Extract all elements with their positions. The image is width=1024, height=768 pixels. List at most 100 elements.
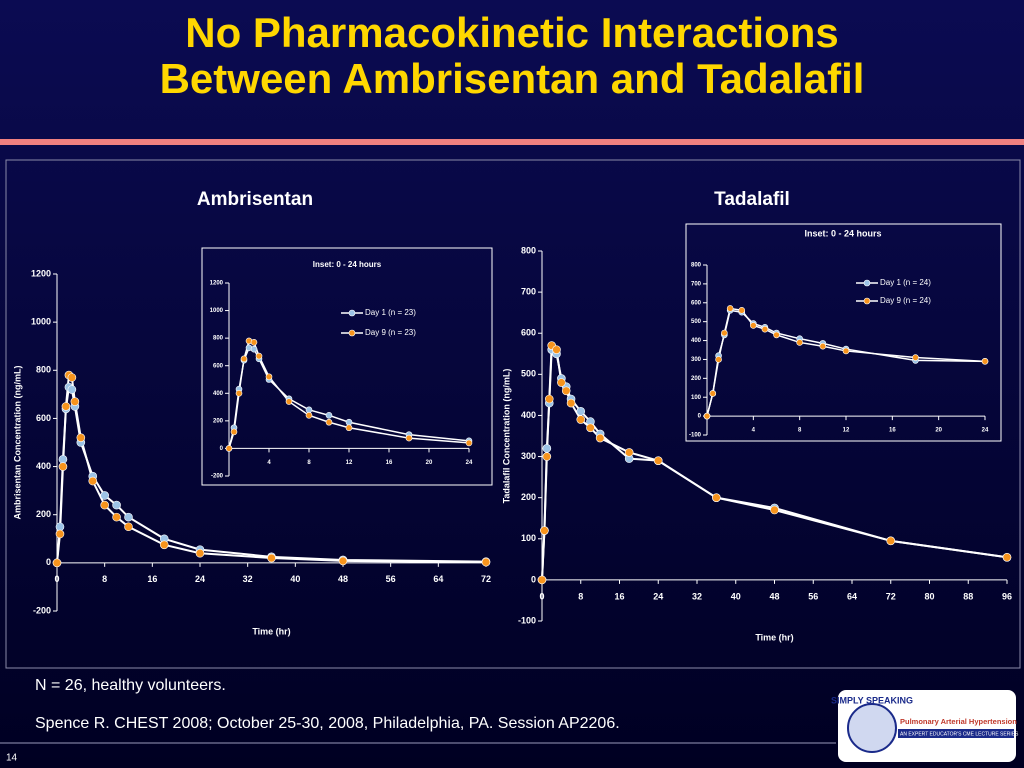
- x-tick-label: 96: [1002, 591, 1012, 601]
- data-point: [345, 424, 353, 432]
- data-point: [624, 448, 634, 457]
- x-tick-label: 40: [290, 574, 300, 584]
- y-tick-label: 300: [691, 357, 702, 363]
- data-point: [912, 354, 919, 361]
- x-tick-label: 8: [578, 591, 583, 601]
- data-point: [345, 418, 353, 426]
- data-point: [712, 493, 721, 502]
- x-tick-label: 4: [267, 460, 271, 466]
- x-tick-label: 80: [924, 591, 934, 601]
- x-tick-label: 16: [889, 428, 896, 434]
- y-tick-label: -200: [211, 474, 224, 480]
- x-tick-label: 32: [692, 591, 702, 601]
- data-point: [285, 398, 293, 405]
- data-point: [796, 339, 803, 346]
- data-point: [76, 433, 86, 442]
- x-tick-label: 48: [769, 591, 779, 601]
- data-point: [715, 356, 722, 363]
- data-point: [325, 412, 333, 419]
- y-tick-label: 600: [691, 300, 702, 306]
- y-tick-label: -200: [33, 605, 51, 615]
- logo-name: SIMPLY SPEAKING: [831, 695, 913, 705]
- y-tick-label: 600: [521, 328, 536, 338]
- data-point: [70, 397, 80, 406]
- data-point: [886, 536, 896, 546]
- y-tick-label: 500: [521, 369, 536, 379]
- legend-label: Day 9 (n = 24): [880, 296, 931, 305]
- y-tick-label: 200: [213, 418, 224, 424]
- data-point: [770, 505, 779, 515]
- data-point: [405, 434, 413, 442]
- legend-marker: [863, 279, 871, 287]
- y-tick-label: 1200: [31, 268, 51, 278]
- y-tick-label: 0: [220, 446, 224, 452]
- x-tick-label: 88: [963, 591, 973, 601]
- x-tick-label: 64: [847, 591, 857, 601]
- y-tick-label: 0: [531, 574, 536, 584]
- data-point: [112, 500, 121, 510]
- y-tick-label: 800: [691, 263, 702, 269]
- data-point: [230, 428, 238, 436]
- data-point: [1002, 552, 1012, 562]
- y-tick-label: 1000: [31, 317, 51, 327]
- x-tick-label: 8: [798, 428, 802, 434]
- x-tick-label: 24: [653, 591, 663, 601]
- x-tick-label: 24: [982, 428, 989, 434]
- x-tick-label: 20: [935, 428, 942, 434]
- y-tick-label: 1200: [210, 281, 224, 287]
- data-point: [67, 373, 77, 382]
- data-point: [195, 548, 205, 558]
- chart-title: Tadalafil: [714, 189, 790, 210]
- legend-marker: [348, 309, 356, 317]
- data-point: [542, 452, 552, 461]
- y-tick-label: 100: [691, 395, 702, 401]
- y-tick-label: 800: [521, 245, 536, 255]
- y-tick-label: 0: [698, 414, 702, 420]
- x-tick-label: 20: [426, 460, 433, 466]
- data-point: [709, 390, 717, 397]
- y-tick-label: 800: [36, 365, 51, 375]
- data-point: [58, 455, 68, 464]
- x-tick-label: 48: [338, 574, 348, 584]
- data-point: [255, 352, 263, 360]
- note: N = 26, healthy volunteers.: [35, 677, 226, 694]
- y-tick-label: 300: [521, 451, 536, 461]
- data-point: [557, 378, 566, 387]
- chart-title: Ambrisentan: [197, 189, 313, 210]
- x-tick-label: 40: [731, 591, 741, 601]
- data-point: [566, 398, 576, 408]
- data-point: [540, 526, 549, 535]
- x-tick-label: 12: [843, 428, 850, 434]
- data-point: [595, 433, 605, 443]
- y-tick-label: 0: [46, 557, 51, 567]
- x-tick-label: 64: [433, 574, 443, 584]
- y-tick-label: 500: [691, 319, 702, 325]
- inset-title: Inset: 0 - 24 hours: [804, 228, 881, 238]
- title-rule: [0, 139, 1024, 145]
- x-tick-label: 56: [386, 574, 396, 584]
- data-point: [561, 386, 571, 396]
- y-tick-label: 600: [36, 413, 51, 423]
- data-point: [159, 540, 169, 550]
- x-tick-label: 16: [147, 574, 157, 584]
- x-tick-label: 32: [243, 574, 253, 584]
- y-tick-label: -100: [689, 433, 702, 439]
- x-tick-label: 0: [54, 574, 59, 584]
- y-tick-label: 200: [691, 376, 702, 382]
- x-axis-label: Time (hr): [252, 626, 290, 636]
- data-point: [981, 358, 989, 365]
- x-tick-label: 16: [614, 591, 624, 601]
- data-point: [325, 418, 333, 426]
- data-point: [250, 345, 258, 353]
- inset-box: [201, 247, 493, 486]
- y-tick-label: 700: [521, 286, 536, 296]
- data-point: [55, 522, 65, 532]
- data-point: [544, 394, 554, 404]
- data-point: [267, 553, 276, 563]
- data-point: [112, 512, 121, 522]
- logo-topic: Pulmonary Arterial Hypertension: [900, 717, 1017, 726]
- data-point: [305, 406, 313, 414]
- slide-number: 14: [6, 753, 18, 764]
